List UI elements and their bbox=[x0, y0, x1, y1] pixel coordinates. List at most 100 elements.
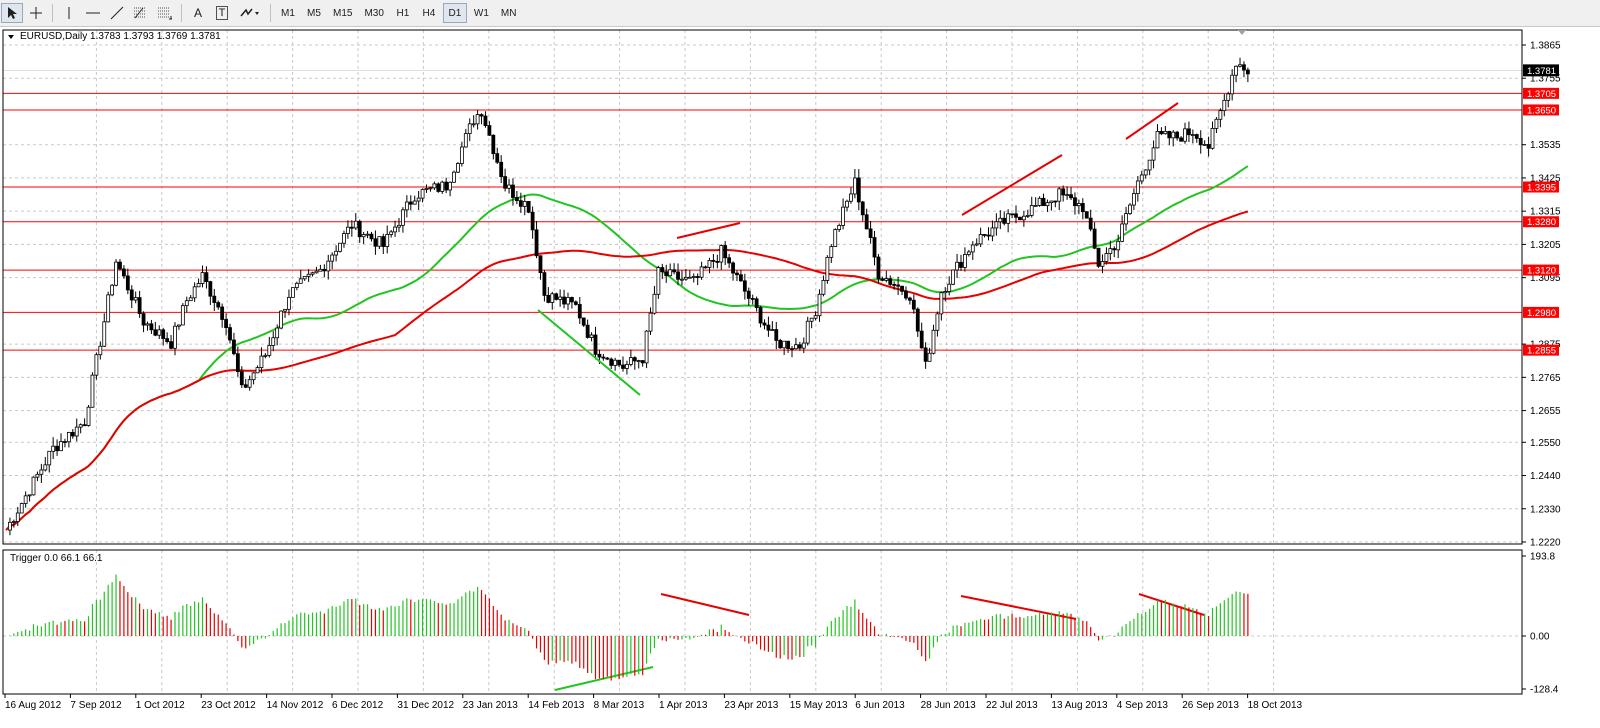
candle-body bbox=[1084, 211, 1089, 219]
candle-body bbox=[1104, 253, 1109, 262]
crosshair-tool-icon bbox=[30, 7, 42, 19]
trendline[interactable] bbox=[960, 595, 1077, 620]
candle-body bbox=[978, 234, 983, 245]
trendline[interactable] bbox=[554, 666, 654, 691]
candle-body bbox=[782, 340, 787, 349]
time-axis-label: 6 Dec 2012 bbox=[332, 700, 384, 711]
fibonacci-fan-tool-button[interactable] bbox=[154, 3, 176, 23]
trendline[interactable] bbox=[1125, 102, 1179, 140]
ma-fast-line[interactable] bbox=[5, 165, 1249, 531]
candle-body bbox=[393, 226, 397, 233]
vertical-line-tool-button[interactable] bbox=[58, 3, 80, 23]
chart-shift-marker-icon[interactable] bbox=[1238, 30, 1246, 35]
candle-body bbox=[125, 275, 130, 291]
candle-body bbox=[479, 114, 484, 117]
candle-body bbox=[177, 324, 181, 327]
candle-body bbox=[758, 307, 763, 324]
candle-body bbox=[589, 334, 594, 338]
chart-title-dropdown-icon[interactable] bbox=[8, 35, 14, 39]
candle-body bbox=[1155, 131, 1160, 149]
candle-body bbox=[695, 276, 700, 278]
cursor-tool-button[interactable] bbox=[1, 3, 23, 23]
candle-body bbox=[1210, 127, 1215, 149]
candle-body bbox=[1120, 223, 1125, 242]
candle-body bbox=[23, 495, 28, 504]
candle-body bbox=[1076, 203, 1081, 207]
horizontal-line-tool-button[interactable] bbox=[82, 3, 104, 23]
level-price-label: 1.2980 bbox=[1527, 308, 1556, 319]
candle-body bbox=[1124, 213, 1128, 225]
candle-body bbox=[1147, 159, 1152, 171]
level-price-tag bbox=[1523, 181, 1559, 193]
timeframe-h4-button[interactable]: H4 bbox=[422, 7, 436, 19]
candle-body bbox=[259, 355, 264, 368]
candle-body bbox=[1116, 240, 1121, 251]
candle-body bbox=[334, 250, 339, 256]
candle-body bbox=[416, 197, 421, 202]
text-label-tool-button[interactable]: T bbox=[211, 3, 233, 23]
price-axis-label: 1.3425 bbox=[1530, 173, 1561, 184]
candle-body bbox=[90, 374, 95, 408]
candle-body bbox=[1108, 248, 1113, 255]
time-axis-label: 22 Jul 2013 bbox=[986, 700, 1038, 711]
candle-body bbox=[1057, 188, 1062, 202]
chart-background bbox=[0, 27, 1600, 728]
candle-body bbox=[609, 358, 614, 366]
trendline[interactable] bbox=[676, 222, 741, 239]
cursor-tool-icon bbox=[8, 7, 17, 19]
candle-body bbox=[821, 280, 826, 295]
level-price-tag bbox=[1523, 87, 1559, 99]
timeframe-h1-button[interactable]: H1 bbox=[396, 7, 410, 19]
candle-body bbox=[699, 266, 704, 278]
candle-body bbox=[860, 201, 865, 216]
trendline[interactable] bbox=[961, 154, 1063, 216]
text-tool-button[interactable]: A bbox=[187, 3, 209, 23]
candle-body bbox=[829, 246, 834, 258]
candle-body bbox=[986, 234, 991, 237]
candle-body bbox=[507, 184, 511, 189]
arrows-tool-button[interactable] bbox=[235, 3, 265, 23]
level-price-tag bbox=[1523, 104, 1559, 116]
timeframe-m5-button[interactable]: M5 bbox=[307, 7, 321, 19]
candle-body bbox=[711, 260, 716, 262]
trendline[interactable] bbox=[537, 309, 641, 396]
candle-body bbox=[290, 287, 295, 298]
candle-body bbox=[408, 201, 413, 205]
candle-body bbox=[1088, 217, 1093, 230]
timeframe-m1-button[interactable]: M1 bbox=[281, 7, 295, 19]
timeframe-m15-button[interactable]: M15 bbox=[333, 7, 353, 19]
candle-body bbox=[66, 432, 71, 443]
level-price-label: 1.2855 bbox=[1527, 346, 1556, 357]
crosshair-tool-button[interactable] bbox=[25, 3, 47, 23]
candle-body bbox=[35, 473, 40, 478]
trendline[interactable] bbox=[660, 593, 750, 616]
candle-body bbox=[1002, 217, 1007, 224]
candle-body bbox=[668, 269, 673, 277]
candle-body bbox=[440, 181, 445, 192]
candle-body bbox=[935, 313, 940, 331]
main-panel-frame bbox=[2, 29, 1523, 545]
candle-body bbox=[381, 236, 386, 247]
price-chart[interactable]: 1.3865 1.3755 1.3535 1.3425 1.3315 1.3205 1.30… bbox=[0, 27, 1600, 728]
candle-body bbox=[302, 275, 307, 280]
candle-body bbox=[1245, 69, 1250, 75]
ma-slow-line[interactable] bbox=[5, 210, 1249, 531]
candle-body bbox=[70, 432, 75, 437]
trendline-tool-button[interactable] bbox=[106, 3, 128, 23]
candle-body bbox=[106, 294, 111, 323]
candle-body bbox=[923, 347, 928, 362]
candle-body bbox=[255, 367, 260, 374]
candle-body bbox=[1206, 144, 1211, 149]
price-axis-label: 1.3755 bbox=[1530, 74, 1561, 85]
candle-body bbox=[927, 352, 932, 362]
timeframe-m30-button[interactable]: M30 bbox=[364, 7, 384, 19]
candle-body bbox=[137, 297, 142, 314]
timeframe-d1-button[interactable]: D1 bbox=[442, 3, 467, 23]
candle-body bbox=[900, 285, 904, 292]
timeframe-w1-button[interactable]: W1 bbox=[473, 7, 489, 19]
timeframe-mn-button[interactable]: MN bbox=[500, 7, 517, 19]
fibonacci-tool-button[interactable] bbox=[130, 3, 152, 23]
candle-body bbox=[1018, 216, 1022, 221]
candle-body bbox=[467, 123, 472, 134]
candle-body bbox=[774, 329, 779, 341]
